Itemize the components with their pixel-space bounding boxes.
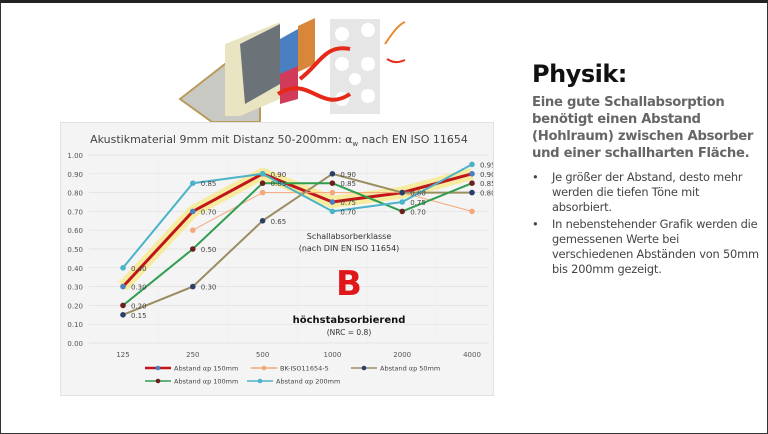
data-label: 0.50 <box>201 246 217 254</box>
y-tick-label: 0.10 <box>67 321 83 329</box>
data-point <box>120 265 126 271</box>
chart-title: Akustikmaterial 9mm mit Distanz 50-200mm… <box>90 133 468 148</box>
data-label: 0.70 <box>340 208 356 216</box>
x-tick-label: 4000 <box>463 351 481 359</box>
y-tick-label: 0.40 <box>67 265 83 273</box>
nrc-label: (NRC = 0.8) <box>327 328 372 337</box>
bullet-item: • Je größer der Abstand, desto mehr werde… <box>532 170 762 215</box>
physics-text-panel: Physik: Eine gute Schallabsorption benöt… <box>532 60 762 279</box>
data-label: 0.90 <box>271 171 287 179</box>
bullet-icon: • <box>532 170 539 184</box>
data-label: 0.40 <box>131 265 147 273</box>
legend-marker <box>361 365 367 371</box>
series-line <box>121 172 473 288</box>
data-point <box>190 227 196 233</box>
bullet-icon: • <box>532 217 539 231</box>
x-tick-label: 1000 <box>323 351 341 359</box>
data-label: 0.90 <box>480 171 493 179</box>
y-tick-label: 1.00 <box>67 152 83 160</box>
data-label: 0.75 <box>340 199 356 207</box>
data-point <box>329 189 336 196</box>
section-title: Physik: <box>532 60 627 88</box>
data-label: 0.30 <box>201 284 217 292</box>
x-tick-label: 250 <box>186 351 199 359</box>
x-tick-label: 125 <box>116 351 129 359</box>
legend-label: BK-ISO11654-5 <box>280 365 329 373</box>
data-label: 0.95 <box>480 161 493 169</box>
y-tick-label: 0.80 <box>67 190 83 198</box>
data-label: 0.15 <box>131 312 147 320</box>
data-label: 0.65 <box>271 218 287 226</box>
data-point <box>120 302 126 309</box>
data-point <box>259 189 266 196</box>
bullet-text: Je größer der Abstand, desto mehr werden… <box>552 170 743 214</box>
data-label: 0.85 <box>201 180 217 188</box>
data-label: 0.90 <box>340 171 356 179</box>
y-tick-label: 0.60 <box>67 227 83 235</box>
data-point <box>259 171 266 177</box>
data-point <box>469 180 475 186</box>
data-point <box>329 180 336 186</box>
data-label: 0.30 <box>131 284 147 292</box>
data-point <box>120 283 126 290</box>
legend-marker <box>155 365 161 371</box>
data-point <box>259 218 266 224</box>
data-point <box>190 283 196 290</box>
legend-marker <box>257 378 263 384</box>
data-point <box>399 189 406 196</box>
data-label: 0.70 <box>410 208 426 216</box>
rating-label: höchstabsorbierend <box>293 315 406 326</box>
data-point <box>329 208 336 215</box>
x-tick-label: 2000 <box>393 351 411 359</box>
series-line <box>122 163 473 269</box>
bullet-item: • In nebenstehender Grafik werden die gem… <box>532 217 762 277</box>
data-point <box>469 208 475 215</box>
class-standard-label: (nach DIN EN ISO 11654) <box>299 244 400 253</box>
legend-label: Abstand αp 50mm <box>380 365 440 373</box>
data-label: 0.85 <box>340 180 356 188</box>
data-point <box>329 199 336 205</box>
data-point <box>469 161 475 168</box>
data-label: 0.75 <box>410 199 426 207</box>
y-tick-label: 0.30 <box>67 284 83 292</box>
lead-paragraph: Eine gute Schallabsorption benötigt eine… <box>532 95 754 161</box>
data-point <box>469 171 475 177</box>
data-label: 0.80 <box>410 190 426 198</box>
y-tick-label: 0.50 <box>67 246 83 254</box>
series-line <box>122 182 473 307</box>
legend-label: Abstand αp 100mm <box>174 378 238 386</box>
y-tick-label: 0.70 <box>67 208 83 216</box>
absorber-illustration <box>178 18 406 123</box>
legend-marker <box>261 365 267 371</box>
data-point <box>469 189 475 196</box>
legend-label: Abstand αp 150mm <box>174 365 238 373</box>
data-label: 0.20 <box>131 302 147 310</box>
data-label: 0.85 <box>271 180 287 188</box>
data-point <box>190 180 196 186</box>
y-tick-label: 0.00 <box>67 340 83 348</box>
data-label: 0.80 <box>480 190 493 198</box>
absorption-chart: Akustikmaterial 9mm mit Distanz 50-200mm… <box>67 133 493 386</box>
data-point <box>399 199 406 205</box>
legend-marker <box>155 378 161 384</box>
data-point <box>120 312 126 318</box>
series-line <box>122 172 472 316</box>
y-tick-label: 0.90 <box>67 171 83 179</box>
data-point <box>329 171 336 177</box>
data-point <box>259 180 266 186</box>
data-point <box>190 208 196 215</box>
bullet-list: • Je größer der Abstand, desto mehr werde… <box>532 170 762 277</box>
y-tick-label: 0.20 <box>67 302 83 310</box>
data-label: 0.70 <box>201 208 217 216</box>
data-label: 0.85 <box>480 180 493 188</box>
x-tick-label: 500 <box>256 351 269 359</box>
data-point <box>399 208 406 215</box>
legend-label: Abstand αp 200mm <box>276 378 340 386</box>
bullet-text: In nebenstehender Grafik werden die geme… <box>552 217 759 276</box>
data-point <box>190 246 196 252</box>
chart-panel: Akustikmaterial 9mm mit Distanz 50-200mm… <box>60 122 494 396</box>
class-letter: B <box>336 264 362 304</box>
class-label: Schallabsorberklasse <box>307 232 392 241</box>
